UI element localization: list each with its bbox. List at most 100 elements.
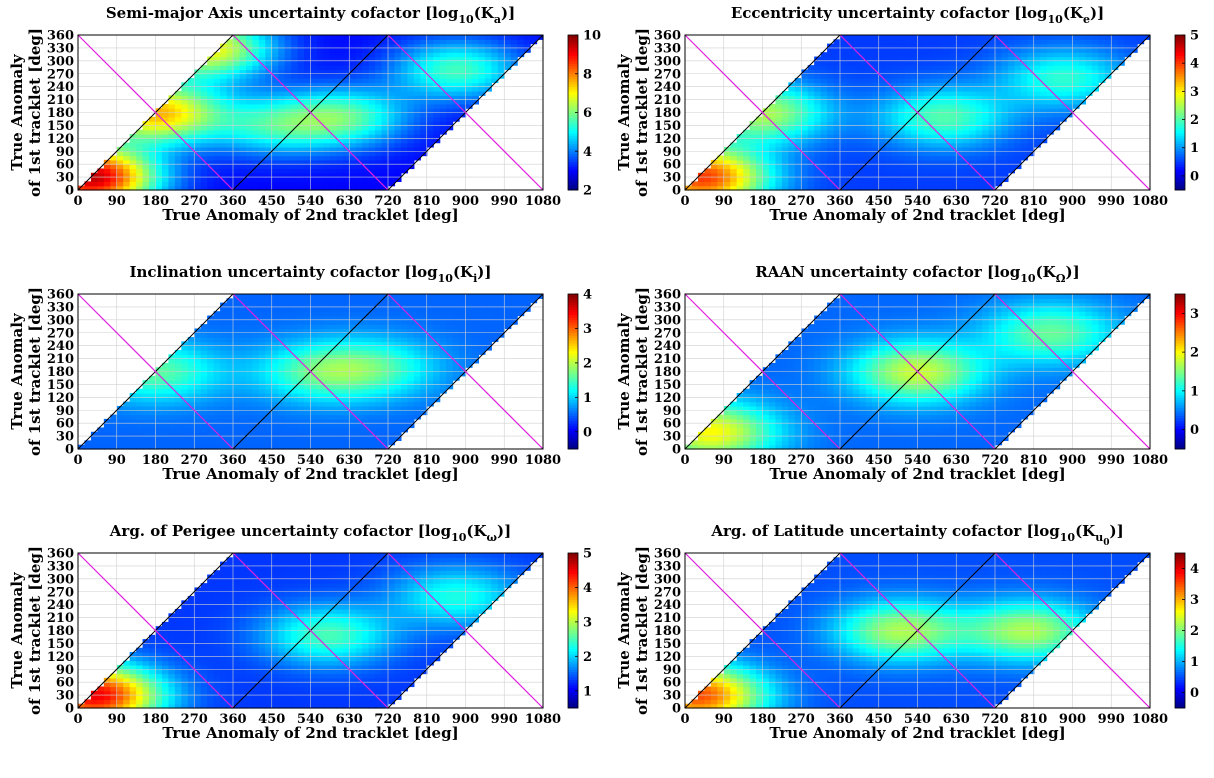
heatmap-cell: [1066, 73, 1074, 79]
heatmap-cell: [911, 129, 919, 135]
heatmap-cell: [814, 172, 822, 178]
heatmap-cell: [284, 367, 292, 373]
heatmap-cell: [956, 99, 964, 105]
heatmap-cell: [1124, 35, 1132, 40]
heatmap-cell: [226, 86, 234, 92]
heatmap-cell: [220, 436, 228, 441]
heatmap-cell: [349, 181, 357, 187]
heatmap-cell: [362, 405, 370, 411]
heatmap-cell: [743, 151, 751, 157]
heatmap-cell: [265, 349, 273, 355]
heatmap-cell: [801, 185, 809, 191]
heatmap-cell: [310, 380, 318, 386]
heatmap-cell: [904, 134, 912, 139]
heatmap-cell: [1046, 82, 1054, 88]
heatmap-cell: [316, 56, 325, 62]
heatmap-cell: [859, 125, 867, 131]
heatmap-cell: [762, 164, 770, 170]
heatmap-cell: [213, 146, 221, 152]
heatmap-cell: [788, 116, 796, 122]
heatmap-cell: [258, 362, 266, 368]
heatmap-cell: [252, 397, 260, 403]
heatmap-cell: [355, 410, 363, 416]
heatmap-cell: [846, 103, 854, 109]
heatmap-cell: [840, 82, 848, 88]
heatmap-cell: [316, 345, 325, 351]
heatmap-cell: [220, 108, 228, 114]
heatmap-cell: [730, 146, 738, 152]
heatmap-cell: [149, 405, 157, 411]
heatmap-cell: [400, 82, 408, 88]
heatmap-cell: [245, 52, 253, 58]
heatmap-cell: [187, 337, 195, 342]
heatmap-cell: [885, 47, 893, 53]
heatmap-cell: [362, 56, 370, 62]
heatmap-cell: [265, 164, 273, 170]
heatmap-cell: [465, 65, 473, 71]
heatmap-cell: [1027, 69, 1035, 75]
colorbar-tick-label: 1: [1190, 141, 1199, 156]
heatmap-cell: [278, 151, 286, 157]
heatmap-cell: [252, 112, 260, 118]
heatmap-cell: [439, 69, 447, 75]
heatmap-cell: [1066, 103, 1074, 109]
y-tick-label: 90: [663, 145, 681, 160]
heatmap-cell: [239, 185, 247, 191]
heatmap-cell: [775, 95, 783, 101]
heatmap-cell: [220, 431, 228, 437]
heatmap-cell: [187, 444, 195, 450]
heatmap-cell: [820, 82, 828, 88]
heatmap-cell: [995, 108, 1003, 114]
heatmap-cell: [394, 388, 402, 394]
heatmap-cell: [885, 181, 893, 187]
heatmap-cell: [291, 52, 299, 58]
heatmap-cell: [291, 151, 299, 157]
heatmap-cell: [956, 78, 964, 83]
heatmap-cell: [840, 99, 848, 105]
heatmap-cell: [439, 388, 447, 394]
heatmap-cell: [878, 121, 886, 127]
heatmap-cell: [943, 172, 951, 178]
heatmap-cell: [362, 345, 370, 351]
heatmap-cell: [245, 164, 253, 170]
heatmap-cell: [310, 103, 318, 109]
heatmap-cell: [975, 35, 983, 40]
heatmap-cell: [329, 99, 337, 105]
heatmap-cell: [730, 172, 738, 178]
heatmap-cell: [239, 35, 247, 40]
heatmap-cell: [291, 138, 299, 144]
heatmap-cell: [1027, 116, 1035, 122]
heatmap-cell: [426, 60, 434, 66]
colorbar-segment: [568, 81, 578, 85]
heatmap-cell: [194, 69, 202, 75]
heatmap-cell: [381, 78, 389, 83]
heatmap-cell: [245, 138, 253, 144]
heatmap-cell: [743, 138, 751, 144]
heatmap-cell: [807, 90, 815, 96]
heatmap-cell: [465, 358, 473, 364]
heatmap-cell: [200, 401, 208, 407]
heatmap-cell: [174, 405, 182, 411]
heatmap-cell: [433, 39, 441, 45]
heatmap-cell: [233, 52, 241, 58]
heatmap-cell: [258, 341, 266, 347]
heatmap-cell: [316, 181, 325, 187]
y-tick-label: 30: [56, 171, 74, 186]
heatmap-cell: [936, 56, 944, 62]
heatmap-cell: [478, 337, 486, 342]
heatmap-cell: [265, 155, 273, 161]
heatmap-cell: [1033, 39, 1041, 45]
heatmap-cell: [278, 82, 286, 88]
heatmap-cell: [471, 78, 480, 83]
heatmap-cell: [407, 112, 415, 118]
heatmap-cell: [336, 177, 344, 182]
heatmap-cell: [988, 116, 996, 122]
heatmap-cell: [233, 423, 241, 429]
heatmap-cell: [194, 86, 202, 92]
heatmap-cell: [110, 185, 118, 191]
heatmap-cell: [852, 177, 860, 182]
heatmap-cell: [181, 112, 189, 118]
heatmap-cell: [349, 172, 357, 178]
heatmap-cell: [794, 90, 802, 96]
heatmap-cell: [452, 56, 460, 62]
